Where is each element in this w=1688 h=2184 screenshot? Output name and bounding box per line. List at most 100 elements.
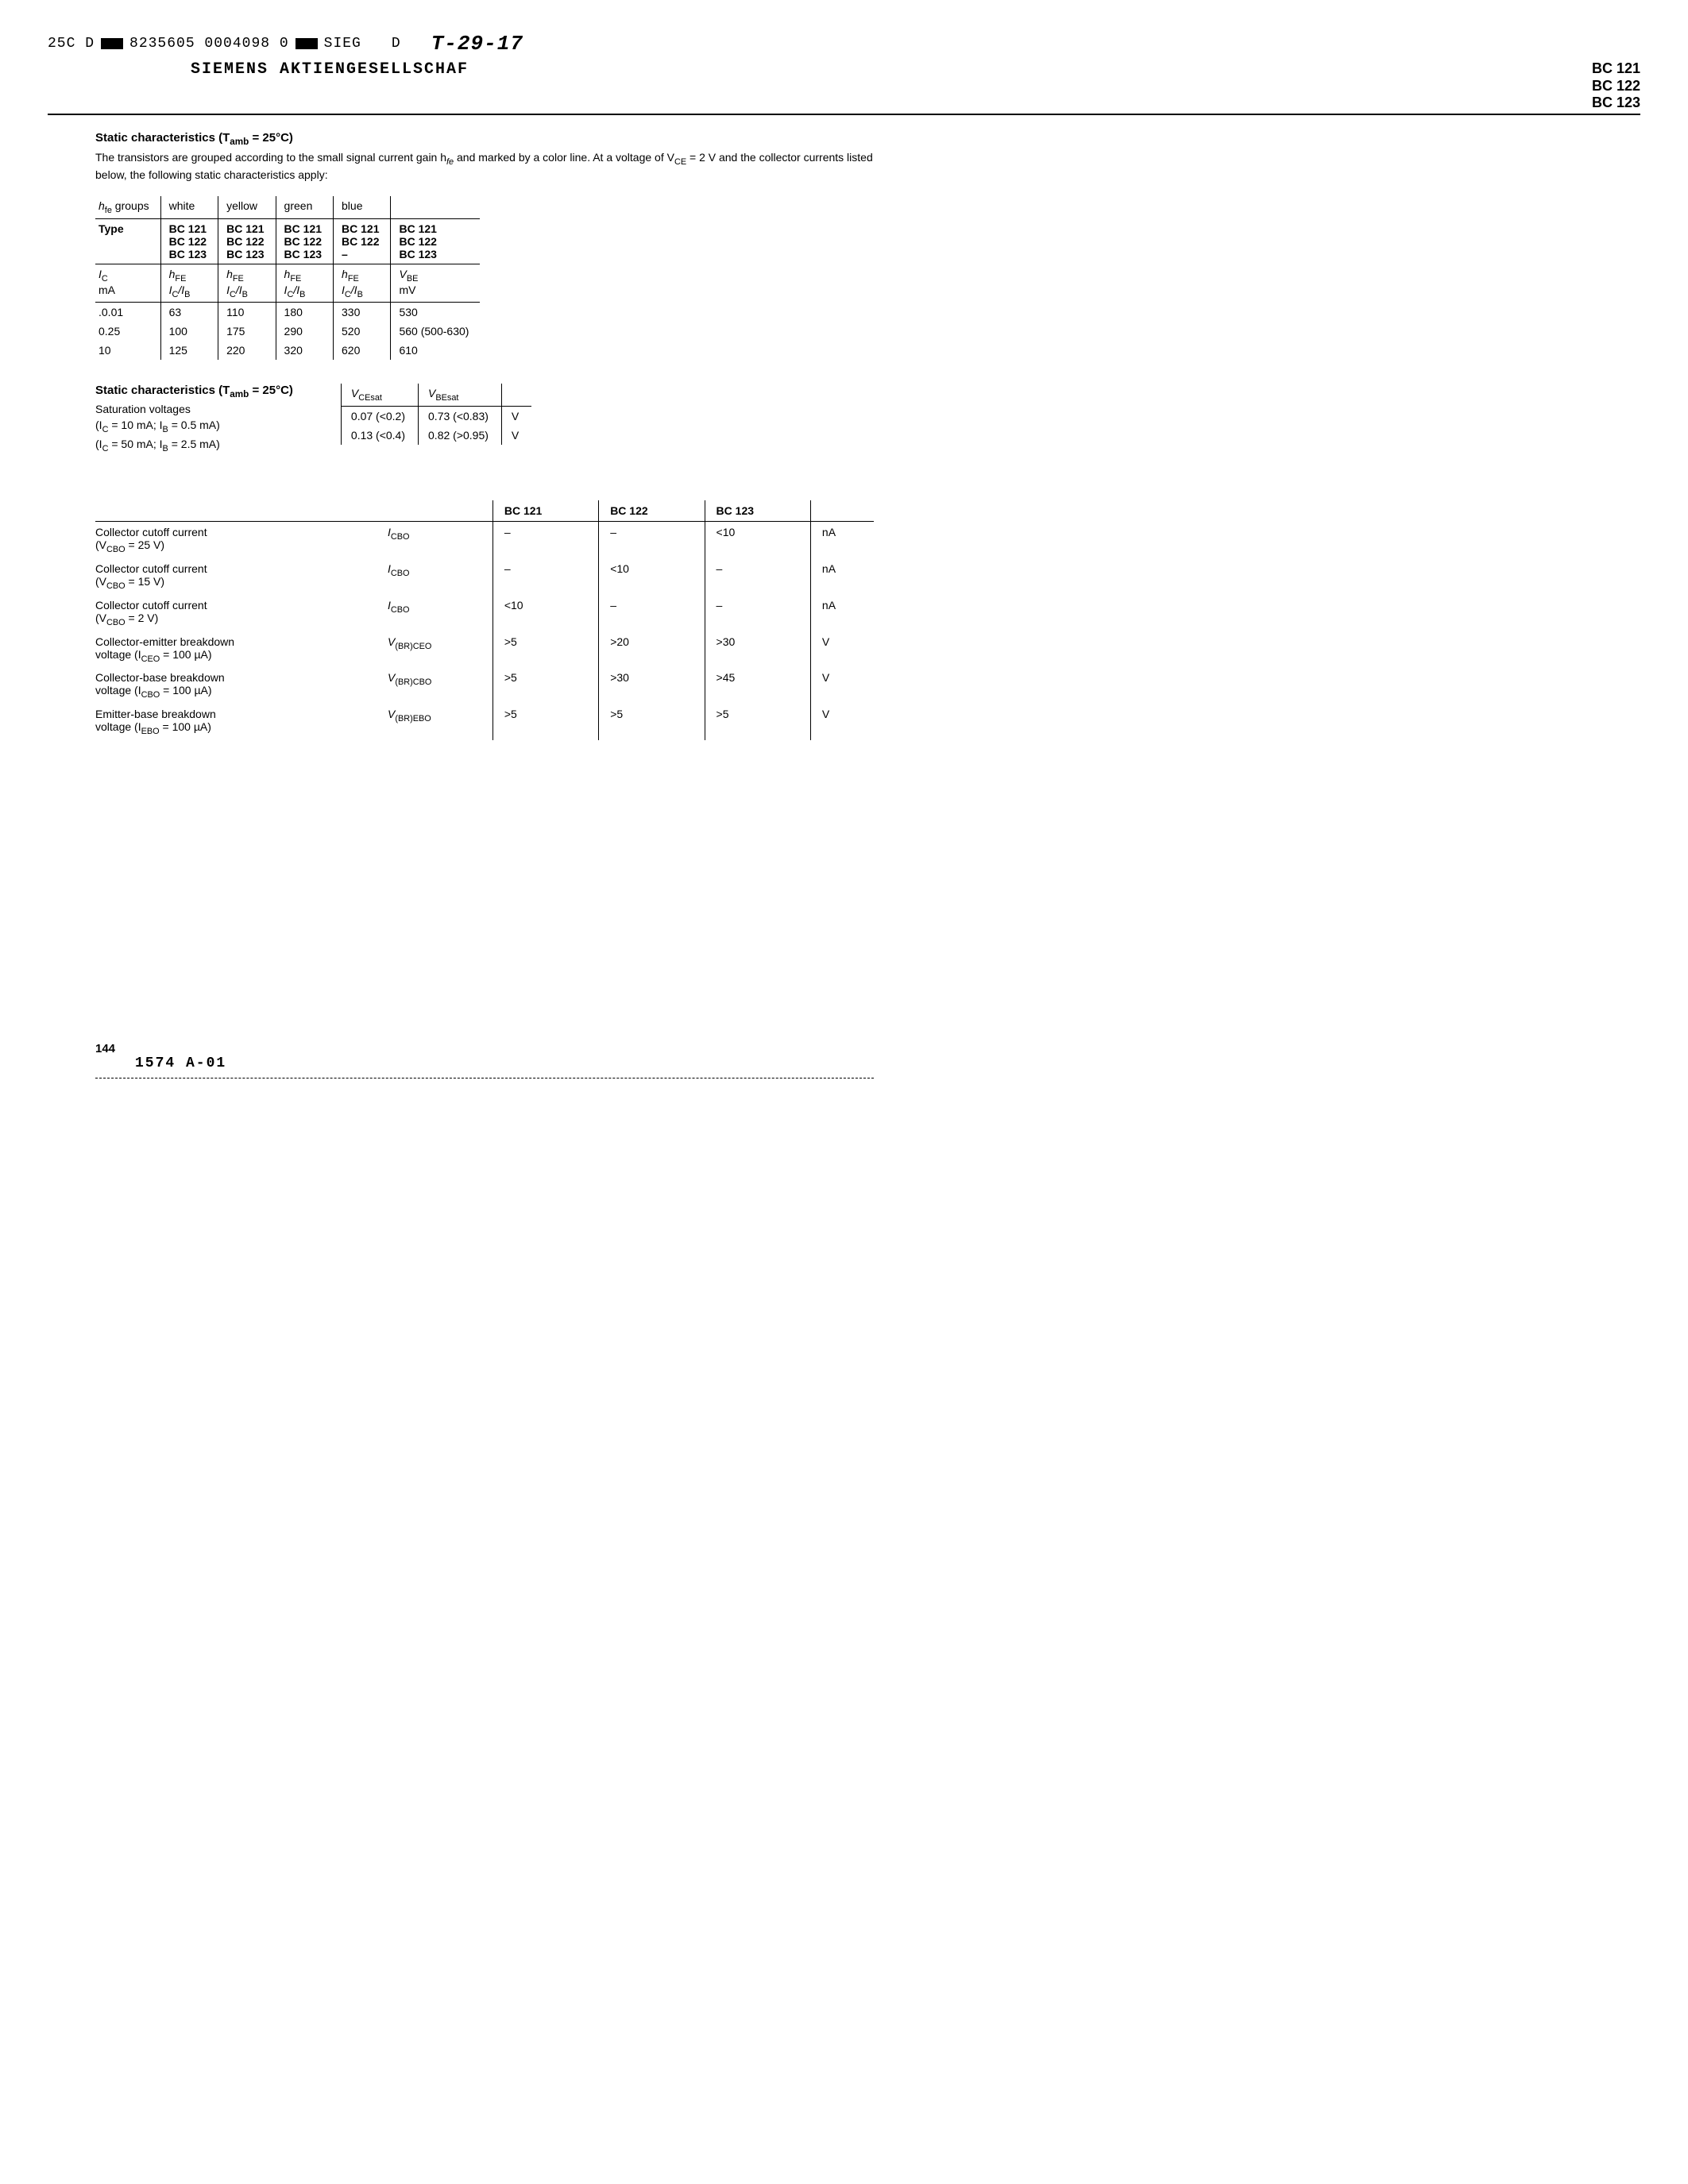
cell: V — [501, 426, 531, 445]
intro-text: The transistors are grouped according to… — [95, 150, 874, 182]
cell: 63 — [160, 303, 218, 322]
cell: 610 — [391, 341, 480, 360]
saturation-block: Static characteristics (Tamb = 25°C) Sat… — [95, 384, 874, 469]
table-row: 0.13 (<0.4)0.82 (>0.95)V — [341, 426, 531, 445]
black-box-icon — [101, 38, 123, 49]
t3-h-unit — [810, 500, 874, 522]
code-left: 25C D — [48, 36, 95, 52]
cell: nA — [810, 522, 874, 558]
table-row: Collector-emitter breakdownvoltage (ICEO… — [95, 631, 874, 668]
cell: 560 (500-630) — [391, 322, 480, 341]
cell: <10 — [705, 522, 810, 558]
cell: V — [810, 704, 874, 740]
d-letter: D — [392, 36, 401, 52]
type-cell: BC 121 BC 122 BC 123 — [218, 218, 276, 264]
sym-cell: ICBO — [377, 595, 492, 631]
cell: 520 — [334, 322, 391, 341]
sym-cell: ICBO — [377, 522, 492, 558]
code-num: 8235605 0004098 0 — [129, 36, 289, 52]
cell: 100 — [160, 322, 218, 341]
ic-label: IC mA — [95, 264, 160, 303]
col-white: white — [160, 196, 218, 218]
sym-cell: V(BR)CBO — [377, 667, 492, 704]
breakdown-table: BC 121 BC 122 BC 123 Collector cutoff cu… — [95, 500, 874, 740]
cell: – — [492, 522, 598, 558]
type-cell: BC 121 BC 122 – — [334, 218, 391, 264]
handwritten-code: T-29-17 — [431, 32, 523, 56]
type-cell: BC 121 BC 122 BC 123 — [276, 218, 333, 264]
col-green: green — [276, 196, 333, 218]
col-empty — [391, 196, 480, 218]
cell: 530 — [391, 303, 480, 322]
cell: 0.07 (<0.2) — [341, 407, 418, 426]
content: Static characteristics (Tamb = 25°C) The… — [95, 131, 874, 1078]
cell: >30 — [599, 667, 705, 704]
cell: >20 — [599, 631, 705, 668]
cell: – — [599, 522, 705, 558]
black-box-icon — [295, 38, 318, 49]
hfe-groups-table: hfe groups white yellow green blue Type … — [95, 196, 480, 360]
cell: <10 — [599, 558, 705, 595]
subtitle: Saturation voltages — [95, 403, 293, 415]
static-title-1: Static characteristics (Tamb = 25°C) — [95, 131, 874, 147]
cell: >30 — [705, 631, 810, 668]
table-row: Collector cutoff current(VCBO = 25 V)ICB… — [95, 522, 874, 558]
cell: 180 — [276, 303, 333, 322]
vcesat-header: VCEsat — [341, 384, 418, 406]
cell: 175 — [218, 322, 276, 341]
col-yellow: yellow — [218, 196, 276, 218]
hfe-label: hFE IC/IB — [218, 264, 276, 303]
cell: nA — [810, 558, 874, 595]
cell: .0.01 — [95, 303, 160, 322]
cell: 0.25 — [95, 322, 160, 341]
cell: – — [705, 558, 810, 595]
sym-cell: ICBO — [377, 558, 492, 595]
cell: >45 — [705, 667, 810, 704]
cell: 125 — [160, 341, 218, 360]
table-row: Collector cutoff current(VCBO = 2 V)ICBO… — [95, 595, 874, 631]
table-row: 0.25100175290520560 (500-630) — [95, 322, 480, 341]
table-row: 10125220320620610 — [95, 341, 480, 360]
cell: 10 — [95, 341, 160, 360]
part-num: BC 122 — [1592, 78, 1640, 95]
table-row: Collector cutoff current(VCBO = 15 V)ICB… — [95, 558, 874, 595]
sym-cell: V(BR)EBO — [377, 704, 492, 740]
cell: 0.13 (<0.4) — [341, 426, 418, 445]
top-code-line: 25C D 8235605 0004098 0 SIEG D T-29-17 — [48, 32, 1640, 56]
cell: >5 — [705, 704, 810, 740]
cell: 320 — [276, 341, 333, 360]
hfe-label: hFE IC/IB — [276, 264, 333, 303]
unit-header — [501, 384, 531, 406]
vbesat-header: VBEsat — [419, 384, 502, 406]
cond-1: (IC = 10 mA; IB = 0.5 mA) — [95, 419, 293, 434]
t3-h-bc121: BC 121 — [492, 500, 598, 522]
desc-cell: Collector-emitter breakdownvoltage (ICEO… — [95, 631, 377, 668]
type-cell: BC 121 BC 122 BC 123 — [160, 218, 218, 264]
cell: – — [705, 595, 810, 631]
footer-code: 1574 A-01 — [135, 1055, 874, 1071]
cell: V — [810, 667, 874, 704]
cell: – — [492, 558, 598, 595]
cell: 290 — [276, 322, 333, 341]
part-num: BC 121 — [1592, 60, 1640, 78]
cell: 110 — [218, 303, 276, 322]
company-name: SIEMENS AKTIENGESELLSCHAF — [191, 60, 469, 79]
cell: 620 — [334, 341, 391, 360]
cond-2: (IC = 50 mA; IB = 2.5 mA) — [95, 438, 293, 453]
col-blue: blue — [334, 196, 391, 218]
desc-cell: Collector cutoff current(VCBO = 2 V) — [95, 595, 377, 631]
type-cell: BC 121 BC 122 BC 123 — [391, 218, 480, 264]
table-row: .0.0163110180330530 — [95, 303, 480, 322]
t3-h-desc — [95, 500, 377, 522]
header-row: SIEMENS AKTIENGESELLSCHAF BC 121 BC 122 … — [48, 60, 1640, 115]
desc-cell: Collector-base breakdownvoltage (ICBO = … — [95, 667, 377, 704]
page-num: 144 — [95, 1042, 874, 1055]
cell: 0.82 (>0.95) — [419, 426, 502, 445]
hfe-groups-label: hfe groups — [95, 196, 160, 218]
t3-h-bc122: BC 122 — [599, 500, 705, 522]
cell: <10 — [492, 595, 598, 631]
t3-h-sym — [377, 500, 492, 522]
cell: >5 — [492, 704, 598, 740]
part-num: BC 123 — [1592, 95, 1640, 112]
table-row: 0.07 (<0.2)0.73 (<0.83)V — [341, 407, 531, 426]
